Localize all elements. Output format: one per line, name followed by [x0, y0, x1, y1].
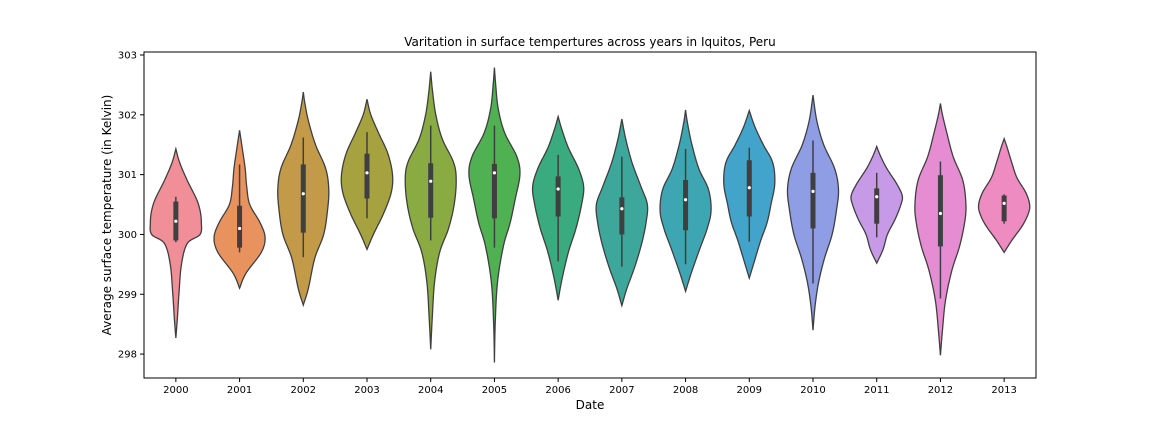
- x-tick-label-2006: 2006: [545, 385, 570, 396]
- violin-2002: [277, 91, 330, 308]
- y-tick-label-303: 303: [118, 50, 137, 61]
- x-tick-label-2002: 2002: [291, 385, 316, 396]
- median-point-2009: [747, 186, 751, 190]
- violin-2009: [723, 108, 776, 281]
- y-tick-label-300: 300: [118, 230, 137, 241]
- violin-2007: [595, 118, 649, 308]
- median-point-2008: [683, 198, 688, 202]
- violin-2004: [404, 71, 457, 350]
- x-tick-label-2009: 2009: [737, 385, 762, 396]
- violin-2006: [531, 114, 585, 301]
- median-point-2007: [620, 207, 624, 211]
- x-tick-label-2013: 2013: [991, 385, 1016, 396]
- x-tick-label-2000: 2000: [163, 385, 188, 396]
- iqr-box-2003: [364, 153, 370, 199]
- y-tick-label-302: 302: [118, 110, 137, 121]
- x-tick-label-2010: 2010: [800, 385, 825, 396]
- y-tick-label-301: 301: [118, 170, 137, 181]
- x-tick-label-2012: 2012: [928, 385, 953, 396]
- violin-2010: [786, 94, 840, 331]
- iqr-box-2013: [1001, 195, 1007, 222]
- median-point-2000: [174, 219, 178, 223]
- y-axis-label: Average surface temperature (in Kelvin): [100, 95, 114, 336]
- iqr-box-2005: [491, 163, 497, 219]
- x-tick-label-2008: 2008: [673, 385, 698, 396]
- x-tick-label-2001: 2001: [227, 385, 252, 396]
- median-point-2011: [875, 195, 879, 199]
- x-tick-label-2005: 2005: [482, 385, 507, 396]
- plot-frame: [143, 51, 1037, 379]
- iqr-box-2004: [428, 163, 434, 218]
- median-point-2006: [556, 187, 560, 191]
- iqr-box-2002: [300, 164, 306, 233]
- violin-2013: [977, 136, 1031, 254]
- x-tick-label-2003: 2003: [354, 385, 379, 396]
- violin-2008: [659, 109, 712, 294]
- violin-2012: [914, 103, 967, 356]
- median-point-2013: [1002, 201, 1006, 205]
- iqr-box-2010: [810, 172, 816, 229]
- violin-2011: [850, 144, 904, 265]
- x-tick-label-2007: 2007: [609, 385, 634, 396]
- iqr-box-2012: [937, 175, 943, 247]
- y-tick-label-298: 298: [118, 350, 137, 361]
- median-point-2012: [938, 211, 943, 216]
- iqr-box-2001: [237, 205, 243, 248]
- y-tick-label-299: 299: [118, 290, 137, 301]
- violin-2000: [149, 146, 203, 338]
- x-tick-label-2004: 2004: [418, 385, 443, 396]
- median-point-2004: [429, 179, 433, 183]
- x-axis-label: Date: [576, 398, 605, 412]
- iqr-box-2011: [874, 188, 880, 224]
- iqr-box-2007: [619, 197, 625, 235]
- iqr-box-2008: [683, 180, 689, 231]
- y-axis: 298 299 300 301 302 303: [118, 50, 144, 361]
- median-point-2003: [365, 171, 369, 175]
- violin-2005: [468, 67, 521, 363]
- median-point-2010: [811, 189, 815, 193]
- violin-2003: [340, 99, 394, 252]
- chart-title: Varitation in surface tempertures across…: [404, 35, 775, 49]
- violin-2001: [213, 130, 266, 291]
- violin-body-2000: [149, 146, 203, 338]
- median-point-2002: [301, 192, 305, 196]
- median-point-2005: [492, 171, 497, 175]
- median-point-2001: [237, 226, 242, 231]
- violins-layer: [149, 67, 1031, 363]
- x-tick-label-2011: 2011: [864, 385, 889, 396]
- x-axis: 2000 2001 2002 2003 2004 2005 2006 2007 2008 2009…: [163, 378, 1017, 396]
- iqr-box-2006: [555, 176, 561, 217]
